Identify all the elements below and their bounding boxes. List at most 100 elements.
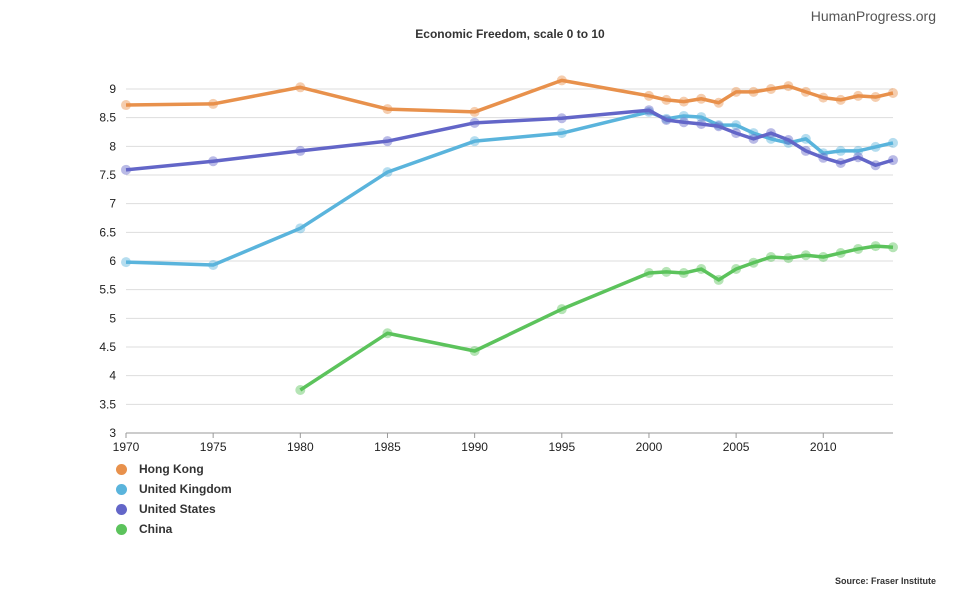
data-point-united-states — [783, 135, 794, 146]
data-point-united-states — [696, 118, 707, 129]
data-point-china — [382, 328, 393, 339]
x-tick-label: 1975 — [200, 440, 227, 454]
data-point-hong-kong — [469, 106, 480, 117]
data-point-china — [556, 304, 567, 315]
data-point-china — [661, 266, 672, 277]
data-point-united-states — [853, 152, 864, 163]
legend-marker-icon — [116, 503, 127, 515]
data-point-china — [678, 268, 689, 279]
x-tick-label: 2000 — [636, 440, 663, 454]
data-point-china — [783, 253, 794, 264]
legend-item-hong-kong[interactable]: Hong Kong — [116, 459, 232, 479]
data-point-hong-kong — [678, 96, 689, 107]
series-line-united-states — [125, 108, 894, 172]
y-tick-label: 6.5 — [99, 225, 116, 239]
data-point-united-states — [835, 157, 846, 168]
data-point-united-states — [661, 114, 672, 125]
x-tick-label: 2010 — [810, 440, 837, 454]
legend: Hong Kong United Kingdom United States Chin… — [116, 459, 232, 539]
series-line-hong-kong — [125, 78, 894, 114]
data-point-united-kingdom — [888, 137, 898, 148]
x-tick-label: 1980 — [287, 440, 314, 454]
data-point-united-states — [678, 117, 689, 128]
data-point-united-states — [748, 133, 759, 144]
data-point-united-states — [818, 152, 829, 163]
data-point-china — [870, 241, 881, 252]
x-tick-label: 1985 — [374, 440, 401, 454]
data-point-united-kingdom — [748, 128, 759, 139]
data-point-hong-kong — [121, 100, 131, 111]
legend-label: China — [139, 522, 173, 536]
data-point-united-kingdom — [295, 223, 306, 234]
data-point-hong-kong — [295, 82, 306, 93]
data-point-united-states — [556, 113, 567, 124]
legend-marker-icon — [116, 463, 127, 475]
data-point-united-kingdom — [731, 120, 742, 131]
data-point-hong-kong — [731, 86, 742, 97]
data-point-united-states — [765, 128, 776, 139]
data-point-hong-kong — [888, 88, 898, 99]
y-tick-label: 5.5 — [99, 283, 116, 297]
data-point-united-kingdom — [853, 145, 864, 156]
x-tick-label: 2005 — [723, 440, 750, 454]
data-point-china — [800, 250, 811, 261]
legend-item-united-kingdom[interactable]: United Kingdom — [116, 479, 232, 499]
data-point-china — [469, 346, 480, 357]
data-point-united-states — [731, 128, 742, 139]
y-tick-label: 4 — [109, 369, 116, 383]
legend-item-china[interactable]: China — [116, 519, 232, 539]
data-point-united-states — [469, 117, 480, 128]
legend-item-united-states[interactable]: United States — [116, 499, 232, 519]
data-point-united-kingdom — [678, 110, 689, 121]
data-point-united-kingdom — [870, 141, 881, 152]
data-point-china — [853, 243, 864, 254]
data-point-hong-kong — [783, 81, 794, 92]
y-tick-label: 5 — [109, 311, 116, 325]
chart-title: Economic Freedom, scale 0 to 10 — [415, 27, 605, 41]
data-point-hong-kong — [818, 92, 829, 103]
data-point-hong-kong — [643, 90, 654, 101]
data-point-china — [748, 257, 759, 268]
data-point-united-states — [382, 136, 393, 147]
data-point-hong-kong — [208, 98, 219, 109]
data-point-united-kingdom — [208, 260, 219, 271]
data-point-hong-kong — [696, 93, 707, 104]
y-tick-label: 7 — [109, 197, 116, 211]
data-point-united-states — [713, 121, 724, 132]
data-point-china — [731, 264, 742, 275]
x-tick-label: 1995 — [548, 440, 575, 454]
data-point-hong-kong — [800, 86, 811, 97]
x-tick-label: 1970 — [113, 440, 140, 454]
data-point-hong-kong — [713, 97, 724, 108]
y-tick-label: 6 — [109, 254, 116, 268]
data-point-united-states — [888, 155, 898, 166]
data-point-hong-kong — [556, 75, 567, 86]
series-line-china — [299, 244, 894, 392]
data-point-hong-kong — [835, 94, 846, 105]
data-point-china — [818, 251, 829, 262]
data-point-china — [696, 264, 707, 275]
data-point-united-kingdom — [696, 112, 707, 123]
data-point-china — [835, 247, 846, 258]
data-point-china — [643, 268, 654, 279]
data-point-united-kingdom — [121, 257, 131, 268]
data-point-china — [765, 251, 776, 262]
y-tick-label: 7.5 — [99, 168, 116, 182]
y-tick-label: 4.5 — [99, 340, 116, 354]
y-tick-label: 3 — [109, 426, 116, 440]
legend-label: Hong Kong — [139, 462, 204, 476]
data-point-united-states — [208, 156, 219, 167]
legend-marker-icon — [116, 523, 127, 535]
data-point-united-states — [295, 145, 306, 156]
data-point-united-states — [870, 160, 881, 171]
data-point-hong-kong — [748, 86, 759, 97]
data-point-united-states — [800, 145, 811, 156]
legend-marker-icon — [116, 483, 127, 495]
brand-label[interactable]: HumanProgress.org — [810, 8, 936, 24]
y-tick-label: 8 — [109, 139, 116, 153]
data-point-united-kingdom — [835, 145, 846, 156]
legend-label: United States — [139, 502, 216, 516]
data-point-united-kingdom — [556, 128, 567, 139]
x-tick-label: 1990 — [461, 440, 488, 454]
